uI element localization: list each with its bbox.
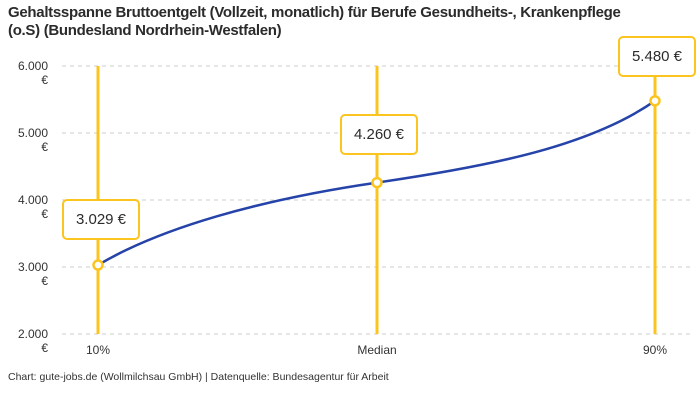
- value-callout-p10: 3.029 €: [62, 199, 140, 240]
- percentile-marker-lines: [96, 66, 657, 334]
- y-axis-tick-label: 3.000 €: [17, 260, 48, 288]
- value-callout-median: 4.260 €: [340, 114, 418, 155]
- data-point-markers: [92, 95, 661, 271]
- y-axis-tick-label: 5.000 €: [17, 126, 48, 154]
- value-callout-p90: 5.480 €: [618, 36, 696, 77]
- chart-source-credit: Chart: gute-jobs.de (Wollmilchsau GmbH) …: [8, 371, 389, 383]
- chart-title: Gehaltsspanne Bruttoentgelt (Vollzeit, m…: [8, 4, 621, 39]
- y-axis-tick-label: 6.000 €: [17, 59, 48, 87]
- x-axis-label-median: Median: [357, 343, 397, 357]
- y-axis-tick-label: 2.000 €: [17, 327, 48, 355]
- y-axis-tick-label: 4.000 €: [17, 193, 48, 221]
- x-axis-label-p10: 10%: [85, 343, 111, 357]
- x-axis-label-p90: 90%: [642, 343, 668, 357]
